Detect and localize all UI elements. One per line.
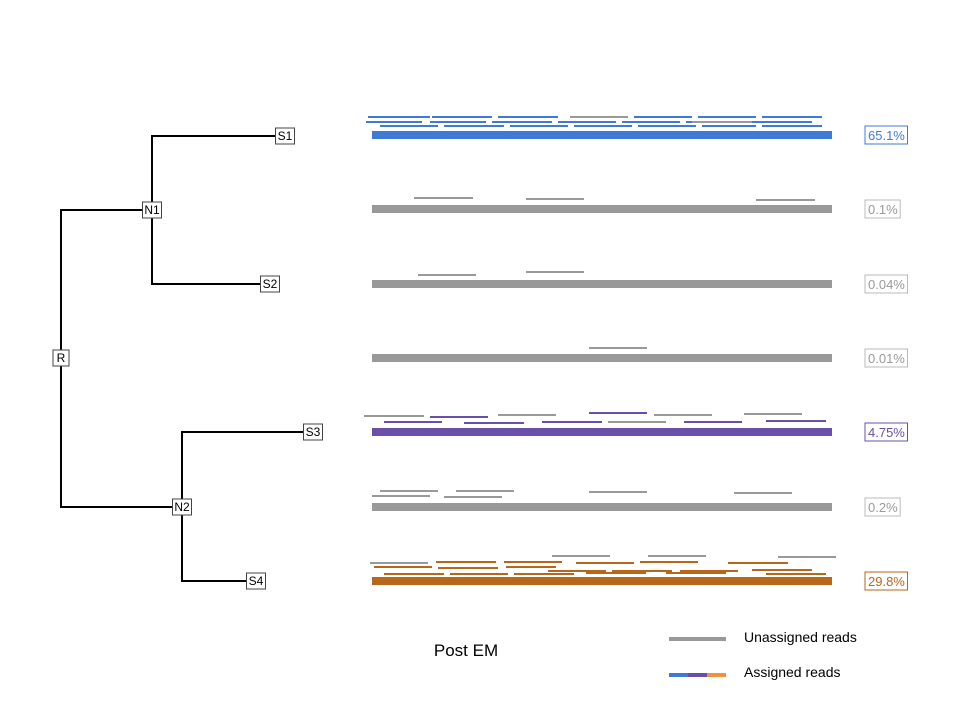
- legend: Unassigned reads Assigned reads: [669, 629, 857, 680]
- tree-node-s2: S2: [260, 275, 280, 293]
- tree-edge-r-n1: [60, 209, 152, 358]
- row-n2: 0.2%: [372, 490, 901, 517]
- svg-text:R: R: [57, 351, 66, 365]
- tree-edge-n2-s4: [181, 507, 256, 582]
- percent-badge-box: [864, 422, 908, 442]
- read-rows: 65.1% 0.1% 0.04% 0.01% 4.75% 0.2% 29.8%: [364, 116, 908, 591]
- percent-badge-box: [864, 199, 901, 219]
- percent-label: 4.75%: [868, 425, 905, 440]
- row-r: 0.01%: [372, 347, 908, 368]
- tree-nodes: R N1 N2 S1 S2 S3 S4: [52, 127, 323, 590]
- tree-node-s1: S1: [275, 127, 295, 145]
- row-s4: 29.8%: [370, 555, 908, 591]
- row-n1: 0.1%: [372, 197, 901, 219]
- percent-badge-box: [864, 571, 908, 591]
- tree-edge-n2-s3: [181, 431, 313, 507]
- legend-unassigned-label: Unassigned reads: [744, 629, 857, 645]
- row-s1: 65.1%: [366, 116, 908, 145]
- svg-text:S3: S3: [306, 425, 321, 439]
- percent-label: 0.01%: [868, 351, 905, 366]
- legend-assigned-label: Assigned reads: [744, 664, 841, 680]
- percent-label: 0.2%: [868, 500, 898, 515]
- tree-node-n2: N2: [172, 498, 192, 516]
- percent-badge-box: [864, 125, 908, 145]
- tree-node-s4: S4: [246, 572, 266, 590]
- tree-node-n1: N1: [142, 201, 162, 219]
- row-s2: 0.04%: [372, 271, 908, 294]
- svg-text:S1: S1: [278, 129, 293, 143]
- caption: Post EM: [434, 641, 498, 660]
- percent-badge-box: [864, 274, 908, 294]
- svg-text:N2: N2: [174, 500, 190, 514]
- tree-edge-r-n2: [60, 358, 182, 508]
- percent-label: 0.04%: [868, 277, 905, 292]
- tree-node-s3: S3: [303, 423, 323, 441]
- row-s3: 4.75%: [364, 412, 908, 442]
- tree-edges: [60, 135, 313, 582]
- svg-text:S2: S2: [263, 277, 278, 291]
- tree-edge-n1-s1: [151, 135, 285, 210]
- percent-label: 0.1%: [868, 202, 898, 217]
- percent-badge-box: [864, 348, 908, 368]
- percent-label: 65.1%: [868, 128, 905, 143]
- tree-edge-n1-s2: [151, 210, 270, 285]
- svg-text:S4: S4: [249, 574, 264, 588]
- percent-badge-box: [864, 497, 901, 517]
- percent-label: 29.8%: [868, 574, 905, 589]
- tree-node-r: R: [52, 349, 70, 367]
- svg-text:N1: N1: [144, 203, 160, 217]
